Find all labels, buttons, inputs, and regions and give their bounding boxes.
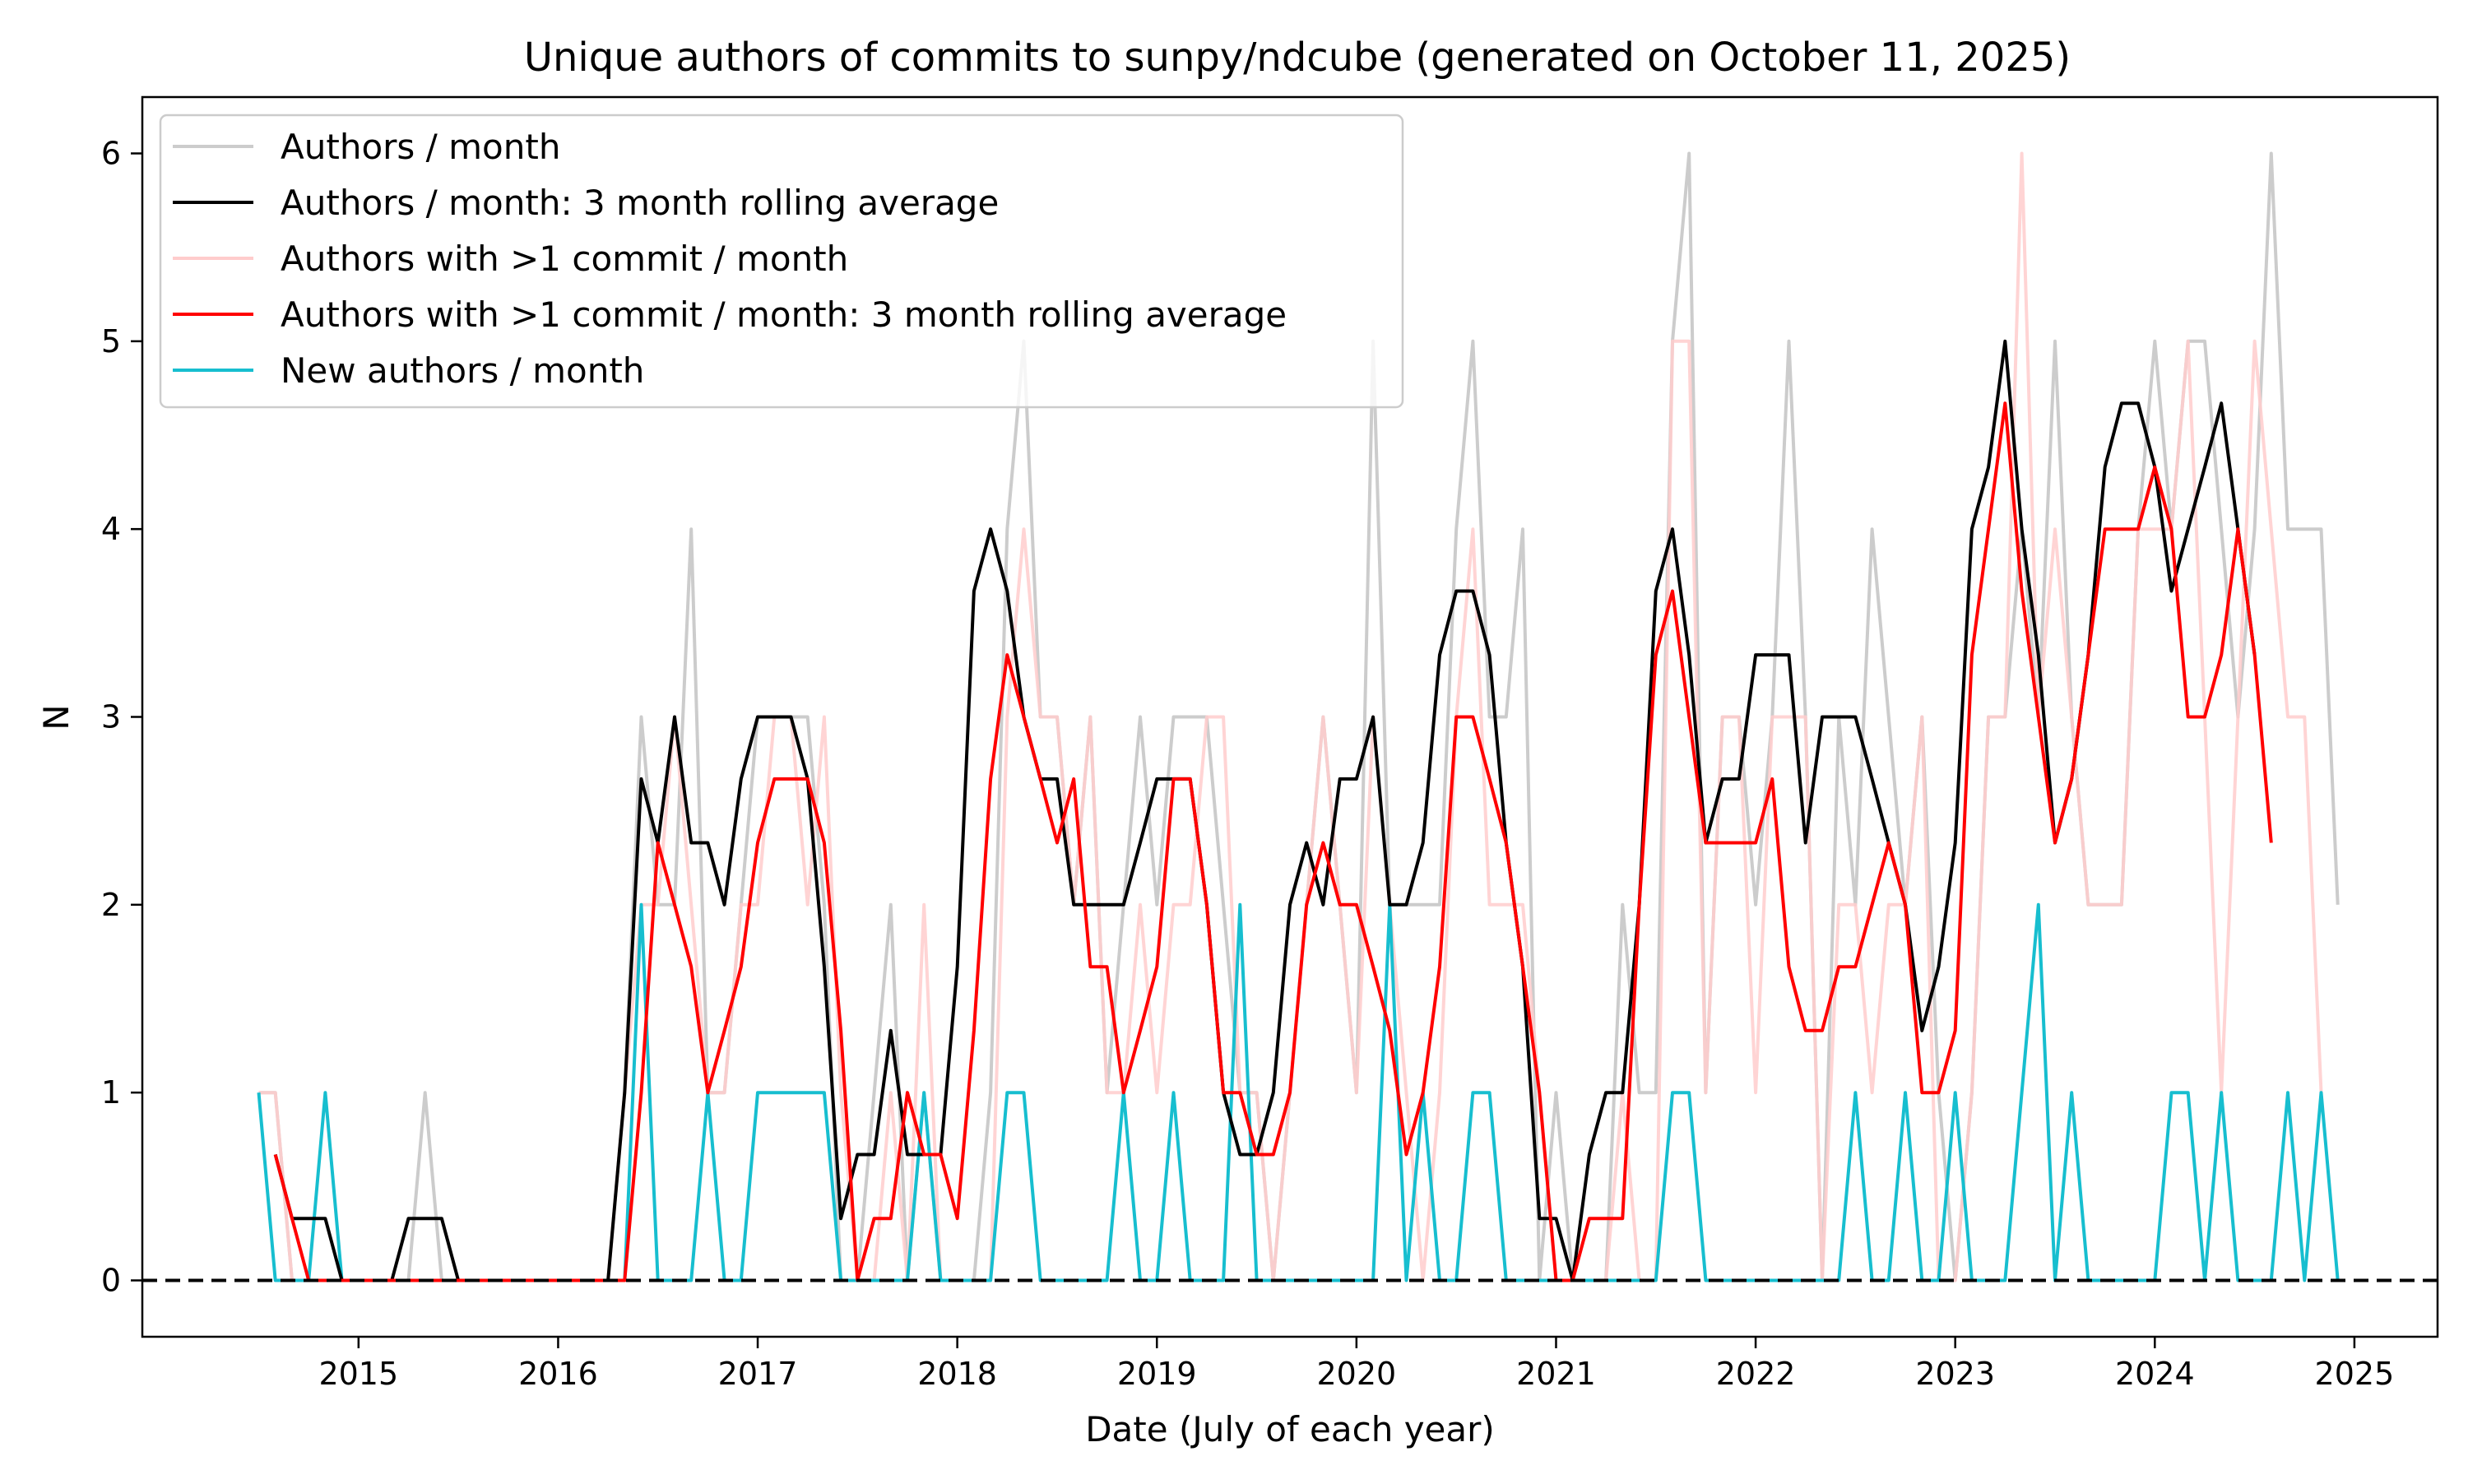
x-tick-label: 2017 xyxy=(718,1356,798,1392)
legend-box xyxy=(159,114,1404,409)
y-axis: 0 1 2 3 4 5 6 xyxy=(101,136,142,1299)
x-tick-label: 2020 xyxy=(1317,1356,1397,1392)
x-axis-label: Date (July of each year) xyxy=(1085,1409,1495,1449)
x-tick-label: 2016 xyxy=(518,1356,598,1392)
legend-label: Authors with >1 commit / month: 3 month … xyxy=(281,294,1287,335)
x-tick-label: 2018 xyxy=(917,1356,997,1392)
legend-label: Authors / month xyxy=(281,127,560,167)
y-tick-label: 5 xyxy=(101,323,121,359)
y-tick-label: 2 xyxy=(101,887,121,923)
legend-label: New authors / month xyxy=(281,350,644,391)
x-axis: 2015 2016 2017 2018 2019 2020 2021 2022 2023 2024… xyxy=(318,1337,2394,1392)
legend-label: Authors with >1 commit / month xyxy=(281,239,848,279)
y-tick-label: 6 xyxy=(101,136,121,172)
x-tick-label: 2025 xyxy=(2315,1356,2395,1392)
legend-label: Authors / month: 3 month rolling average xyxy=(281,183,999,223)
chart-title: Unique authors of commits to sunpy/ndcub… xyxy=(524,35,2071,81)
x-tick-label: 2019 xyxy=(1117,1356,1197,1392)
x-tick-label: 2021 xyxy=(1516,1356,1596,1392)
y-tick-label: 1 xyxy=(101,1074,121,1111)
x-tick-label: 2022 xyxy=(1716,1356,1796,1392)
y-tick-label: 0 xyxy=(101,1263,121,1299)
x-tick-label: 2023 xyxy=(1915,1356,1995,1392)
y-tick-label: 4 xyxy=(101,511,121,547)
y-tick-label: 3 xyxy=(101,699,121,735)
y-axis-label: N xyxy=(36,704,77,730)
legend: Authors / month Authors / month: 3 month … xyxy=(159,114,1404,409)
x-tick-label: 2024 xyxy=(2115,1356,2195,1392)
legend-items: Authors / month Authors / month: 3 month … xyxy=(173,127,1287,391)
plot-area xyxy=(141,95,2439,1338)
x-tick-label: 2015 xyxy=(318,1356,398,1392)
